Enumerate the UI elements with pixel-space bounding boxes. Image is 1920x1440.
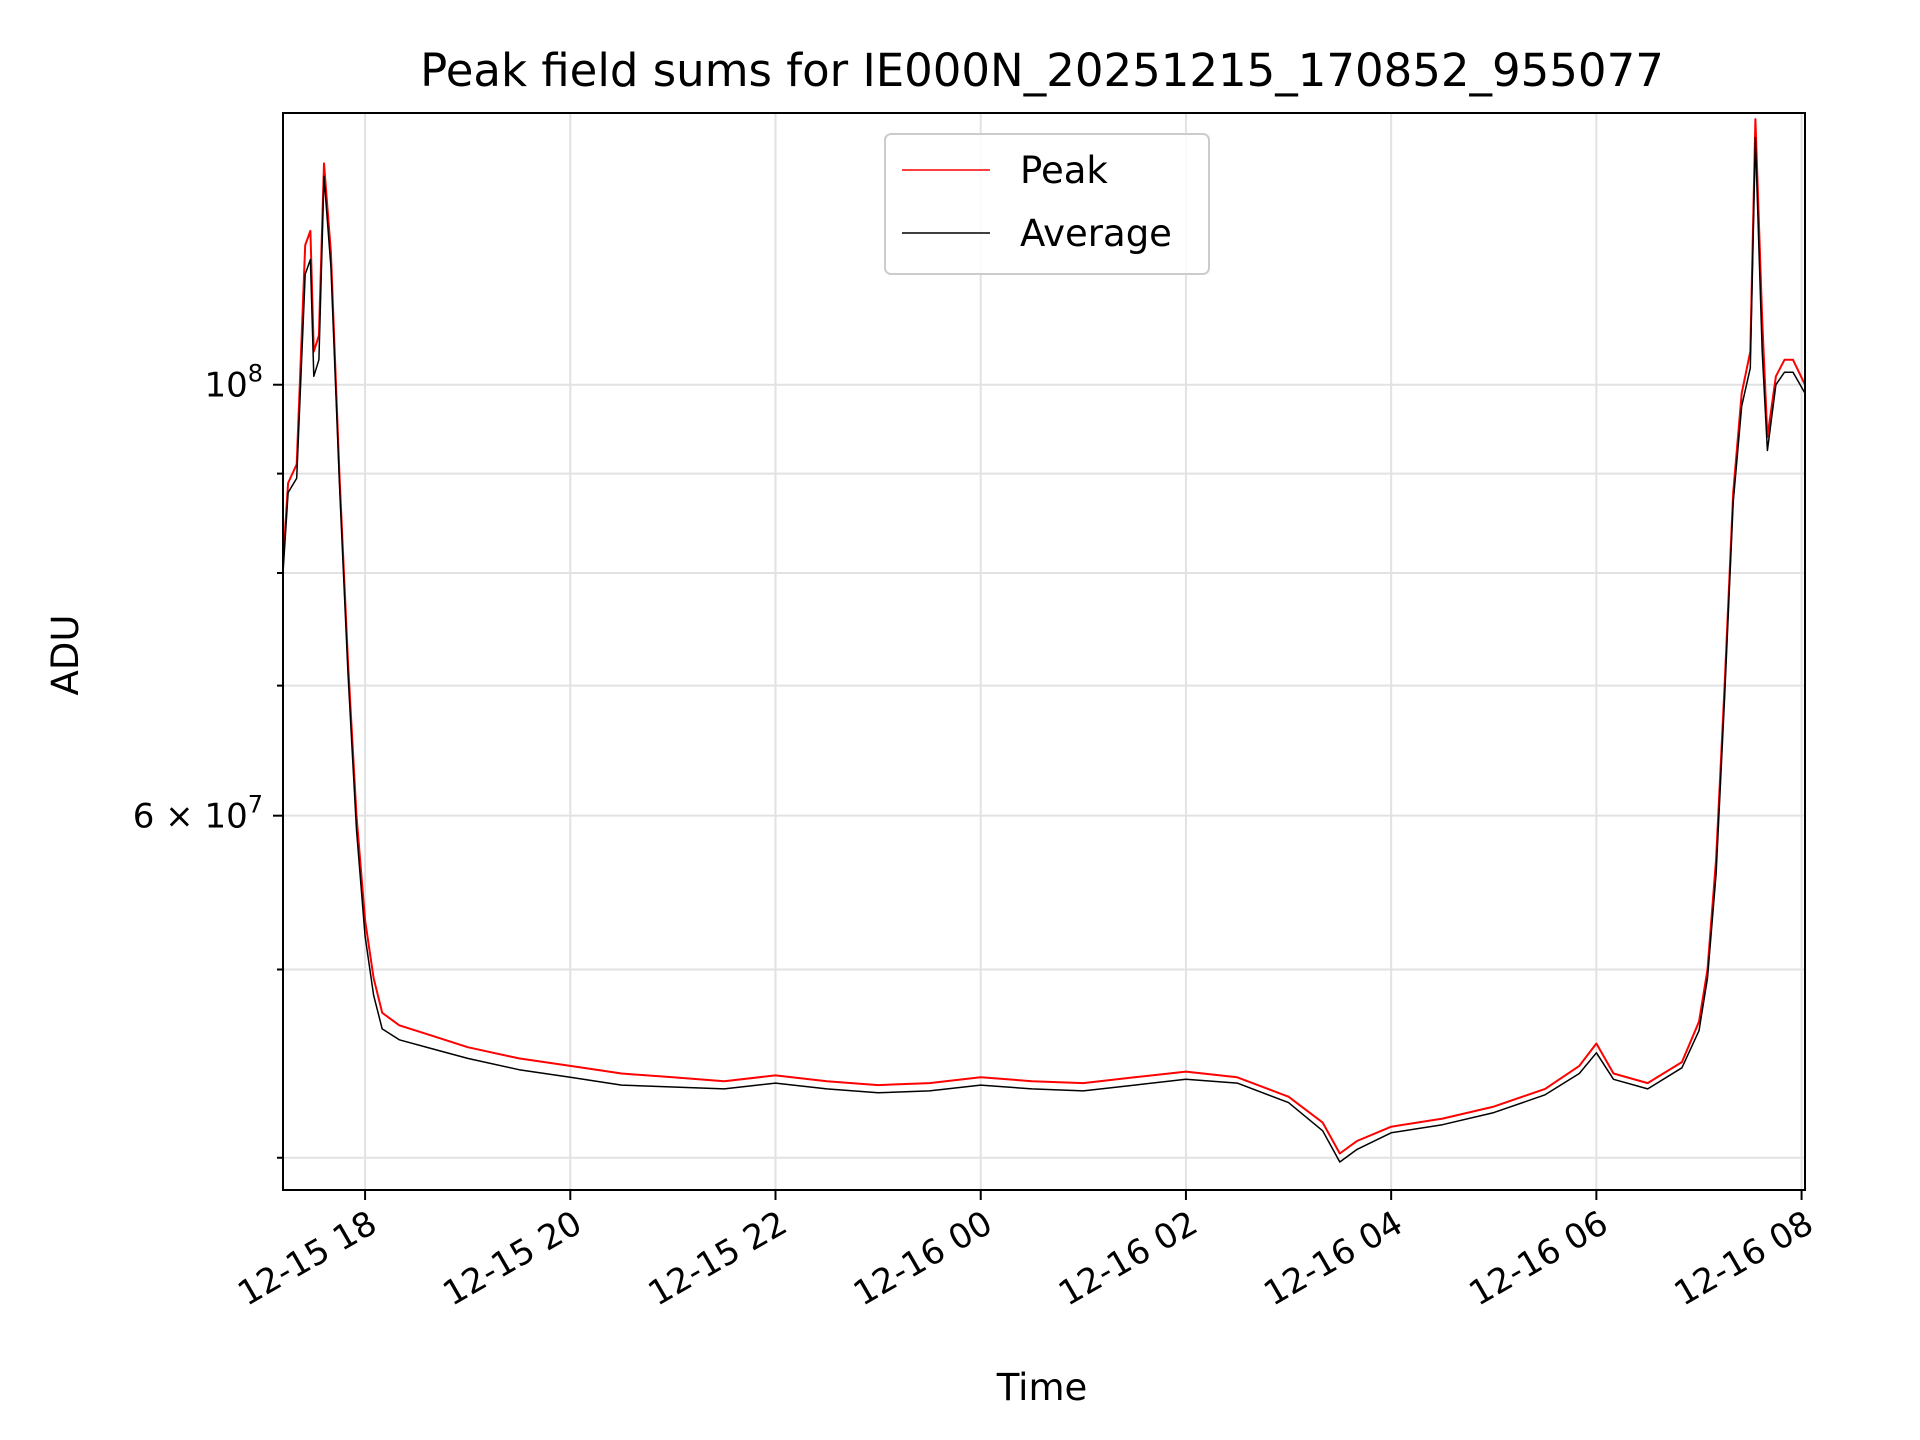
series-line-average — [283, 137, 1805, 1163]
y-tick-label: 108 — [204, 360, 263, 406]
legend-label-peak: Peak — [1020, 149, 1108, 192]
legend-label-average: Average — [1020, 212, 1172, 255]
plot-frame — [282, 112, 1806, 1191]
series-area — [283, 118, 1805, 1163]
chart-title: Peak field sums for IE000N_20251215_1708… — [420, 44, 1664, 97]
legend-box — [884, 133, 1210, 275]
x-axis-label: Time — [996, 1366, 1088, 1409]
y-tick-label: 6 × 107 — [133, 791, 263, 837]
legend: Peak Average — [884, 133, 1210, 275]
grid — [283, 113, 1805, 1190]
y-axis-label: ADU — [44, 615, 87, 696]
